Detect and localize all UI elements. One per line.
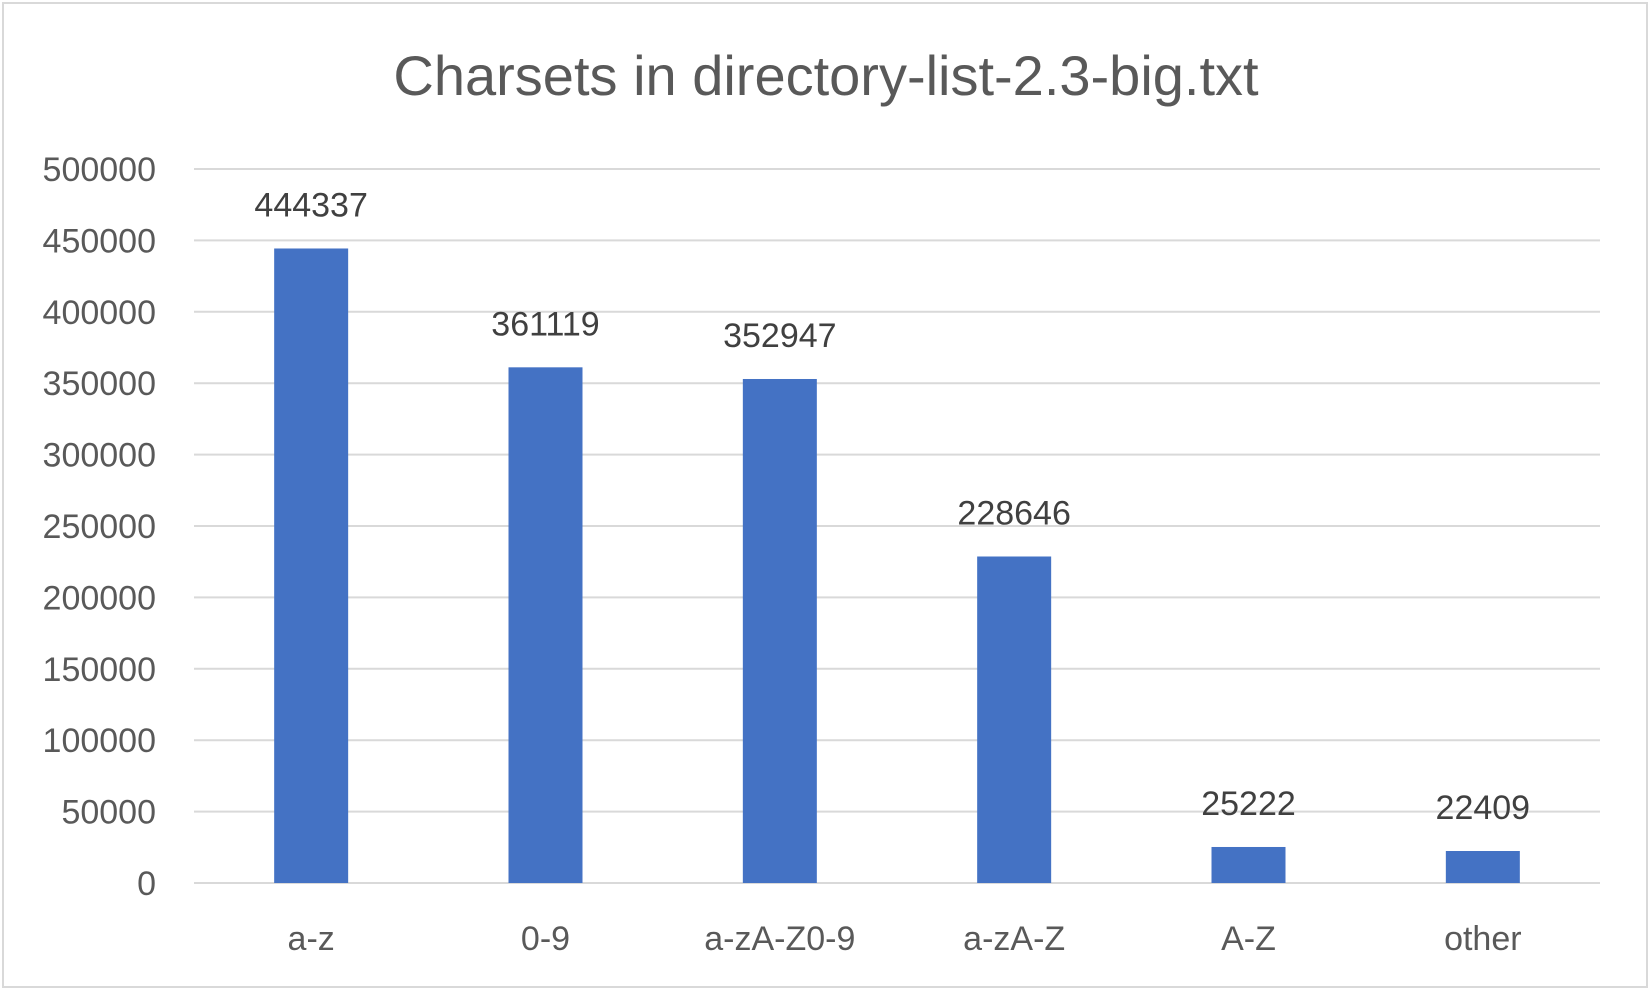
y-tick-label: 150000 <box>43 651 156 689</box>
data-label: 25222 <box>1201 785 1296 823</box>
y-tick-label: 0 <box>137 865 156 903</box>
bar <box>1445 850 1520 883</box>
y-tick-label: 50000 <box>61 794 156 832</box>
y-tick-label: 400000 <box>43 294 156 332</box>
y-axis-tick-labels: 0 50000 100000 150000 200000 250000 300000 3500… <box>43 151 156 903</box>
bar <box>508 367 583 883</box>
data-label: 352947 <box>723 317 836 355</box>
x-axis-category-labels: a-z 0-9 a-zA-Z0-9 a-zA-Z A-Z other <box>288 920 1522 958</box>
chart-title: Charsets in directory-list-2.3-big.txt <box>393 44 1259 107</box>
y-tick-label: 300000 <box>43 437 156 475</box>
y-tick-label: 350000 <box>43 365 156 403</box>
bars <box>274 248 1520 884</box>
category-label: a-zA-Z <box>963 920 1065 958</box>
y-tick-label: 250000 <box>43 508 156 546</box>
category-label: a-z <box>288 920 335 958</box>
bar <box>274 248 349 884</box>
y-tick-label: 450000 <box>43 222 156 260</box>
bar <box>977 556 1052 883</box>
category-label: 0-9 <box>521 920 570 958</box>
y-tick-label: 100000 <box>43 722 156 760</box>
data-label: 444337 <box>254 186 367 224</box>
bar <box>1211 846 1286 883</box>
y-tick-label: 500000 <box>43 151 156 189</box>
data-label: 228646 <box>957 494 1070 532</box>
y-tick-label: 200000 <box>43 579 156 617</box>
data-labels: 444337 361119 352947 228646 25222 22409 <box>254 186 1530 827</box>
category-label: a-zA-Z0-9 <box>704 920 855 958</box>
category-label: other <box>1444 920 1522 958</box>
category-label: A-Z <box>1221 920 1276 958</box>
data-label: 22409 <box>1436 789 1531 827</box>
data-label: 361119 <box>491 305 599 343</box>
gridlines <box>194 168 1600 884</box>
bar <box>742 378 817 883</box>
